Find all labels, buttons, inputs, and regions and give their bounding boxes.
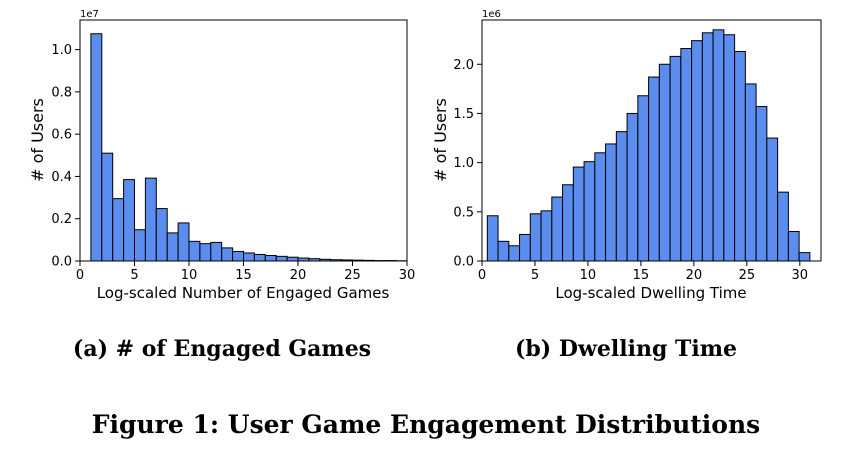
bar-b-23	[734, 50, 746, 262]
bar-a-7	[166, 232, 179, 262]
x-tick-label-5: 25	[739, 268, 756, 283]
bar-a-5	[144, 177, 157, 262]
bar-a-25	[362, 259, 375, 262]
bar-b-1	[497, 240, 510, 262]
y-multiplier-b: 1e6	[482, 9, 501, 20]
bar-a-18	[286, 256, 299, 262]
bar-b-24	[744, 83, 757, 262]
bar-a-22	[330, 259, 343, 262]
x-tick-label-6: 30	[399, 268, 416, 283]
bar-b-12	[615, 131, 628, 262]
y-axis-label-a: # of Users	[28, 98, 47, 182]
y-tick-label-5: 1.0	[51, 43, 72, 58]
x-ticks-a: 0 5 10 15 20 25 30	[76, 261, 415, 283]
bar-b-15	[648, 76, 660, 262]
x-tick-label-5: 25	[344, 268, 361, 283]
y-tick-label-1: 0.5	[453, 205, 474, 220]
bar-b-13	[626, 112, 639, 262]
bar-a-8	[177, 222, 190, 262]
x-axis-label-a: Log-scaled Number of Engaged Games	[97, 284, 390, 302]
bars-a	[90, 33, 408, 262]
bars-b	[486, 29, 811, 262]
x-axis-label-b: Log-scaled Dwelling Time	[555, 284, 746, 302]
x-tick-label-2: 10	[181, 268, 198, 283]
bar-b-5	[540, 210, 553, 262]
bar-a-19	[297, 257, 310, 262]
x-ticks-b: 0 5 10 15 20 25 30	[478, 261, 808, 283]
bar-a-6	[155, 208, 168, 262]
bar-a-20	[308, 258, 321, 262]
bar-b-0	[486, 215, 499, 262]
bar-b-21	[712, 29, 725, 262]
y-tick-label-3: 0.6	[51, 128, 72, 143]
bar-b-22	[723, 34, 736, 262]
bar-b-4	[529, 213, 542, 262]
bar-b-9	[583, 161, 596, 262]
y-tick-label-4: 0.8	[51, 85, 72, 100]
bar-a-12	[221, 247, 234, 262]
y-multiplier-a: 1e7	[80, 9, 99, 20]
y-tick-label-0: 0.0	[51, 255, 72, 270]
x-tick-label-1: 5	[531, 268, 539, 283]
bar-b-28	[787, 230, 800, 262]
subcaption-b: (b) Dwelling Time	[515, 336, 737, 362]
bar-b-7	[562, 184, 574, 262]
y-ticks-a: 0.0 0.2 0.4 0.6 0.8 1.0	[51, 43, 80, 270]
bar-b-26	[766, 137, 779, 262]
bar-a-15	[253, 253, 266, 262]
y-tick-label-2: 0.4	[51, 170, 72, 185]
bar-a-24	[352, 259, 364, 262]
bar-a-1	[101, 152, 114, 262]
bar-b-16	[658, 63, 671, 262]
bar-a-14	[243, 252, 255, 262]
bar-a-13	[232, 250, 245, 262]
bar-b-10	[594, 152, 607, 262]
bar-a-23	[341, 259, 354, 262]
y-ticks-b: 0.0 0.5 1.0 1.5 2.0	[453, 58, 482, 270]
y-tick-label-4: 2.0	[453, 58, 474, 73]
x-tick-label-3: 15	[235, 268, 252, 283]
bar-a-17	[275, 255, 288, 262]
x-tick-label-3: 15	[633, 268, 650, 283]
bar-b-11	[605, 143, 617, 262]
x-tick-label-1: 5	[130, 268, 138, 283]
x-tick-label-6: 30	[792, 268, 809, 283]
bar-a-4	[134, 229, 146, 262]
bar-a-11	[210, 241, 223, 262]
bar-b-25	[755, 106, 768, 262]
bar-a-0	[90, 33, 103, 262]
bar-b-14	[637, 95, 650, 262]
y-tick-label-3: 1.5	[453, 107, 474, 122]
y-tick-label-0: 0.0	[453, 255, 474, 270]
figure-caption: Figure 1: User Game Engagement Distribut…	[92, 410, 760, 439]
bar-a-2	[112, 198, 125, 262]
x-tick-label-0: 0	[478, 268, 486, 283]
bar-b-19	[691, 40, 703, 262]
x-tick-label-2: 10	[580, 268, 597, 283]
bar-b-18	[680, 48, 693, 262]
x-tick-label-4: 20	[686, 268, 703, 283]
subcaption-a: (a) # of Engaged Games	[73, 336, 371, 362]
chart-dwelling-time: 0 5 10 15 20 25 30 0.0 0.5 1.0 1.5 2.0 1e6 Log-sca…	[431, 9, 822, 302]
y-axis-label-b: # of Users	[431, 98, 450, 182]
bar-a-21	[319, 258, 332, 262]
bar-a-10	[199, 243, 212, 262]
bar-b-2	[508, 245, 521, 262]
x-tick-label-0: 0	[76, 268, 84, 283]
bar-b-6	[551, 196, 564, 262]
bar-b-8	[572, 166, 585, 262]
x-tick-label-4: 20	[290, 268, 307, 283]
bar-b-3	[519, 233, 531, 262]
bar-a-3	[123, 179, 135, 262]
y-tick-label-2: 1.0	[453, 156, 474, 171]
y-tick-label-1: 0.2	[51, 212, 72, 227]
chart-engaged-games: 0 5 10 15 20 25 30 0.0 0.2 0.4 0.6 0.8 1.0 1e7 Log-…	[28, 9, 415, 302]
bar-b-29	[798, 252, 811, 262]
bar-b-27	[777, 191, 789, 262]
bar-b-17	[669, 55, 682, 262]
bar-b-20	[701, 32, 714, 262]
bar-a-16	[264, 255, 277, 262]
bar-a-9	[188, 240, 201, 262]
